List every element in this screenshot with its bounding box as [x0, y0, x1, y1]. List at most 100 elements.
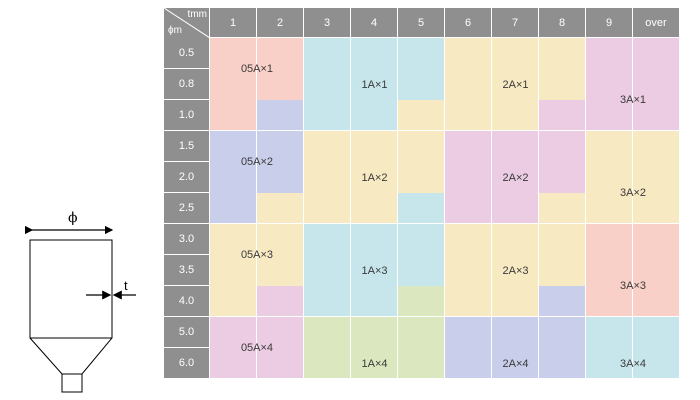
- grid-cell: [539, 348, 586, 378]
- grid-cell: [633, 69, 680, 100]
- grid-cell: [633, 286, 680, 317]
- grid-cell: [304, 255, 351, 286]
- grid-cell: [492, 348, 539, 378]
- grid-cell: [257, 317, 304, 348]
- grid-line-vertical: [444, 8, 445, 378]
- row-header-5-0: 5.0: [164, 317, 210, 348]
- grid-cell: [351, 286, 398, 317]
- region-label: 05A×1: [240, 63, 274, 75]
- grid-line-vertical: [538, 8, 539, 378]
- grid-cell: [257, 38, 304, 69]
- grid-cell: [492, 193, 539, 224]
- grid-cell: [586, 193, 633, 224]
- grid-cell: [445, 131, 492, 162]
- region-label: 1A×3: [361, 264, 388, 277]
- grid-cell: [633, 38, 680, 69]
- column-header-2: 2: [257, 8, 304, 38]
- t-symbol: t: [124, 278, 128, 293]
- grid-cell: [633, 348, 680, 378]
- region-label: 05A×3: [240, 249, 274, 261]
- region-label: 3A×2: [620, 187, 646, 199]
- grid-line-horizontal: [164, 223, 680, 224]
- column-header-6: 6: [445, 8, 492, 38]
- grid-cell: [492, 38, 539, 69]
- grid-cell: [539, 317, 586, 348]
- row-header-3-5: 3.5: [164, 255, 210, 286]
- corner-label-diameter: ϕm: [168, 25, 182, 36]
- grid-cell: [445, 69, 492, 100]
- region-label: 1A×4: [361, 357, 388, 370]
- grid-cell: [304, 317, 351, 348]
- grid-cell: [492, 162, 539, 193]
- grid-cell: [257, 224, 304, 255]
- grid-cell: [304, 348, 351, 378]
- grid-cell: [210, 100, 257, 131]
- column-header-4: 4: [351, 8, 398, 38]
- grid-cell: [351, 38, 398, 69]
- grid-cell: [492, 255, 539, 286]
- grid-cell: [492, 69, 539, 100]
- grid-cell: [539, 224, 586, 255]
- grid-cell: [633, 224, 680, 255]
- grid-cell: [398, 348, 445, 378]
- grid-cell: [351, 317, 398, 348]
- grid-cell: [351, 131, 398, 162]
- grid-cell: [351, 162, 398, 193]
- grid-cell: [210, 69, 257, 100]
- grid-cell: [398, 193, 445, 224]
- region-label: 1A×1: [361, 78, 388, 91]
- grid-line-vertical: [397, 8, 398, 378]
- grid-cell: [351, 193, 398, 224]
- row-header-6-0: 6.0: [164, 348, 210, 378]
- grid-cell: [257, 131, 304, 162]
- grid-cell: [398, 38, 445, 69]
- region-label: 05A×2: [240, 156, 274, 168]
- region-label: 3A×1: [620, 94, 646, 106]
- grid-cell: [304, 224, 351, 255]
- grid-cell: [351, 100, 398, 131]
- grid-cell: [586, 255, 633, 286]
- grid-cell: [351, 69, 398, 100]
- grid-cell: [445, 255, 492, 286]
- grid-cell: [633, 255, 680, 286]
- grid-cell: [257, 255, 304, 286]
- grid-cell: [351, 255, 398, 286]
- grid-cell: [257, 100, 304, 131]
- grid-cell: [398, 131, 445, 162]
- column-header-3: 3: [304, 8, 351, 38]
- grid-line-vertical: [632, 8, 633, 378]
- outlet-box: [61, 373, 83, 393]
- grid-cell: [304, 162, 351, 193]
- grid-line-horizontal: [164, 130, 680, 131]
- grid-cell: [633, 162, 680, 193]
- row-header-1-0: 1.0: [164, 100, 210, 131]
- grid-cell: [304, 100, 351, 131]
- grid-cell: [398, 255, 445, 286]
- grid-cell: [304, 38, 351, 69]
- grid-line-vertical: [679, 8, 680, 378]
- grid-line-vertical: [491, 8, 492, 378]
- grid-cell: [539, 38, 586, 69]
- grid-cell: [633, 131, 680, 162]
- column-header-9: 9: [586, 8, 633, 38]
- grid-cell: [445, 317, 492, 348]
- row-header-1-5: 1.5: [164, 131, 210, 162]
- grid-line-vertical: [209, 8, 210, 378]
- grid-cell: [304, 286, 351, 317]
- phi-symbol: ϕ: [68, 210, 78, 226]
- region-label: 3A×4: [620, 357, 646, 370]
- grid-cell: [586, 224, 633, 255]
- hopper-outline: [29, 239, 113, 375]
- grid-cell: [539, 100, 586, 131]
- grid-cell: [445, 38, 492, 69]
- grid-cell: [304, 193, 351, 224]
- grid-cell: [492, 131, 539, 162]
- grid-cell: [351, 348, 398, 378]
- grid-cell: [398, 224, 445, 255]
- region-label: 3A×3: [620, 280, 646, 292]
- grid-cell: [257, 69, 304, 100]
- grid-cell: [539, 255, 586, 286]
- grid-cell: [539, 286, 586, 317]
- corner-label-thickness: tmm: [187, 9, 207, 20]
- grid-cell: [586, 100, 633, 131]
